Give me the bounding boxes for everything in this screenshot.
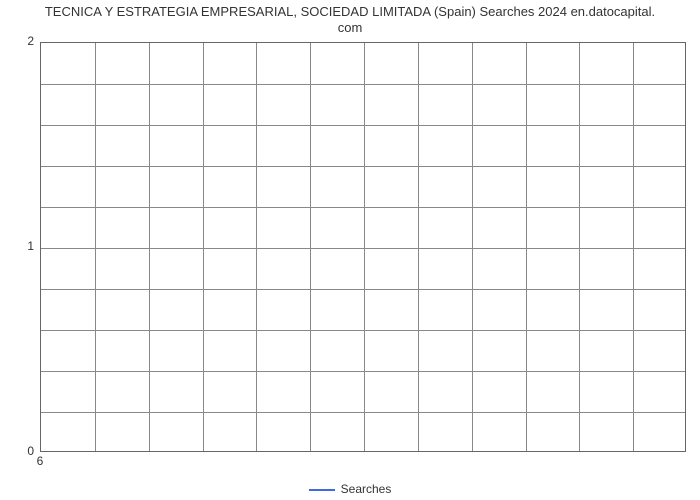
grid-vertical xyxy=(579,43,580,451)
legend-line-icon xyxy=(309,489,335,491)
grid-vertical xyxy=(472,43,473,451)
chart-title-line1: TECNICA Y ESTRATEGIA EMPRESARIAL, SOCIED… xyxy=(45,4,655,19)
grid-horizontal-minor xyxy=(41,330,685,331)
grid-horizontal-minor xyxy=(41,207,685,208)
grid-horizontal-minor xyxy=(41,371,685,372)
grid-horizontal-minor xyxy=(41,412,685,413)
grid-vertical xyxy=(310,43,311,451)
grid-vertical xyxy=(364,43,365,451)
y-tick-label: 1 xyxy=(12,239,34,253)
chart-title: TECNICA Y ESTRATEGIA EMPRESARIAL, SOCIED… xyxy=(0,4,700,37)
legend-label: Searches xyxy=(341,482,392,496)
grid-vertical xyxy=(418,43,419,451)
grid-horizontal-minor xyxy=(41,289,685,290)
grid-horizontal-minor xyxy=(41,166,685,167)
grid-vertical xyxy=(633,43,634,451)
grid-horizontal-minor xyxy=(41,84,685,85)
grid-vertical xyxy=(256,43,257,451)
grid-vertical xyxy=(203,43,204,451)
grid-vertical xyxy=(149,43,150,451)
y-tick-label: 2 xyxy=(12,34,34,48)
x-tick-label: 6 xyxy=(30,454,50,468)
grid-horizontal-minor xyxy=(41,125,685,126)
chart-title-line2: com xyxy=(338,20,363,35)
plot-area xyxy=(40,42,686,452)
grid-horizontal-major xyxy=(41,248,685,249)
chart-container: TECNICA Y ESTRATEGIA EMPRESARIAL, SOCIED… xyxy=(0,0,700,500)
legend: Searches xyxy=(0,482,700,496)
grid-vertical xyxy=(526,43,527,451)
grid-vertical xyxy=(95,43,96,451)
